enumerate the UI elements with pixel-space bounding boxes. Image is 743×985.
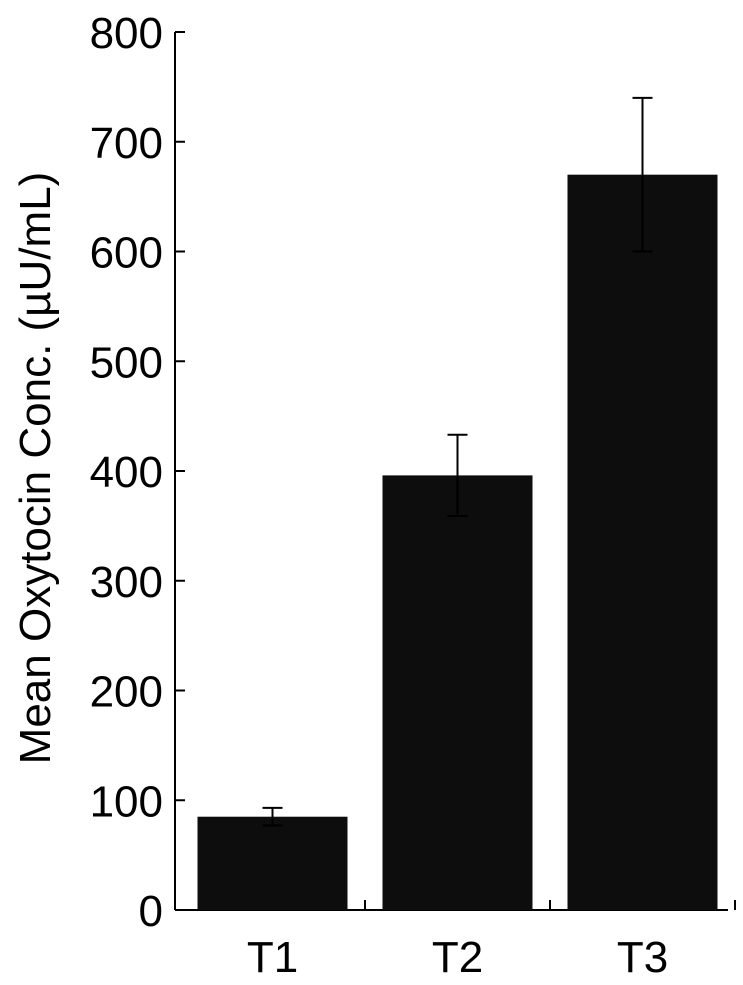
y-tick-label: 500 (90, 338, 163, 387)
y-tick-label: 600 (90, 229, 163, 278)
y-tick-label: 0 (139, 887, 163, 936)
error-bar-t3 (632, 96, 653, 253)
error-bars-group (262, 96, 653, 827)
y-axis: 0 100 200 300 400 500 600 700 800 (90, 9, 185, 936)
bars-group (197, 174, 718, 911)
y-tick-label: 700 (90, 119, 163, 168)
x-tick-label: T1 (247, 933, 298, 982)
y-tick-label: 100 (90, 777, 163, 826)
y-tick-label: 200 (90, 668, 163, 717)
y-axis-label: Mean Oxytocin Conc. (µU/mL) (11, 172, 60, 765)
error-bar-t1 (262, 806, 283, 827)
bar-t2 (382, 475, 533, 910)
y-tick-label: 300 (90, 558, 163, 607)
bar-t1 (197, 816, 348, 910)
bar-t3 (567, 174, 718, 911)
x-axis: T1 T2 T3 (175, 900, 736, 982)
y-tick-label: 400 (90, 448, 163, 497)
x-tick-label: T3 (617, 933, 668, 982)
y-tick-label: 800 (90, 9, 163, 58)
error-bar-t2 (447, 433, 468, 517)
x-tick-label: T2 (432, 933, 483, 982)
